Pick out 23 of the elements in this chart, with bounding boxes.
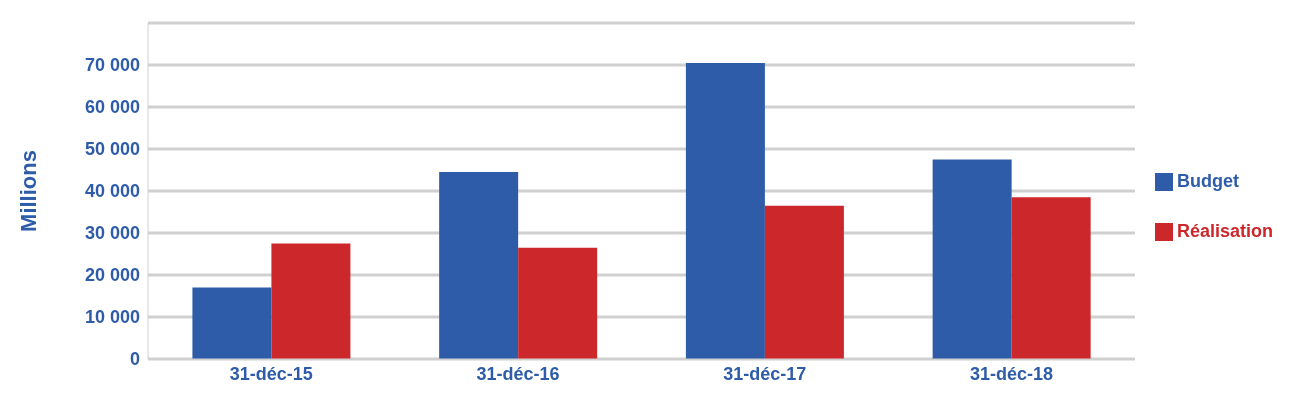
y-tick-label: 70 000 (84, 55, 140, 76)
x-tick-label: 31-déc-16 (476, 363, 560, 384)
bar (271, 243, 351, 359)
bar (1011, 197, 1091, 359)
x-tick-label: 31-déc-15 (229, 363, 313, 384)
legend-label: Réalisation (1176, 221, 1273, 241)
x-tick-label: 31-déc-17 (723, 363, 807, 384)
x-tick-label: 31-déc-18 (970, 363, 1054, 384)
bar (932, 159, 1012, 359)
bar (685, 62, 765, 359)
y-tick-label: 50 000 (84, 139, 140, 160)
bar (192, 287, 272, 359)
bar (518, 247, 598, 359)
legend-label: Budget (1176, 171, 1239, 191)
y-tick-label: 60 000 (84, 97, 140, 118)
y-tick-label: 30 000 (84, 223, 140, 244)
y-tick-label: 20 000 (84, 265, 140, 286)
y-axis-title: Millions (15, 150, 41, 232)
y-tick-label: 0 (129, 349, 140, 370)
bar (764, 205, 844, 359)
bar (439, 172, 519, 359)
y-tick-label: 10 000 (84, 307, 140, 328)
y-tick-label: 40 000 (84, 181, 140, 202)
